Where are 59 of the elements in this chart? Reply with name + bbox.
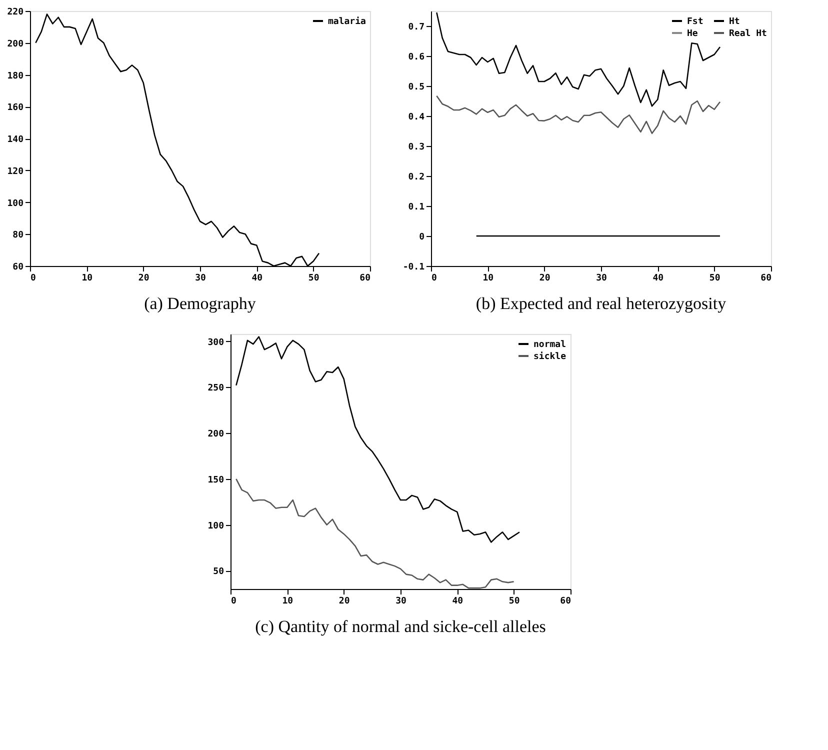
x-tick-label: 50 [709, 274, 720, 284]
y-tick-label: 0.7 [408, 22, 424, 32]
legend-label: normal [534, 340, 566, 350]
x-tick-label: 50 [308, 274, 320, 284]
y-tick-label: 250 [208, 384, 224, 394]
x-tick-label: 20 [338, 596, 350, 606]
y-tick-label: 100 [7, 198, 24, 209]
y-tick-label: 0.4 [408, 112, 426, 122]
y-tick-label: 50 [213, 567, 224, 578]
y-tick-label: 300 [208, 338, 224, 348]
x-tick-label: 30 [396, 596, 406, 606]
y-tick-label: 150 [208, 475, 224, 486]
legend-label: malaria [328, 16, 366, 27]
x-tick-label: 50 [508, 596, 520, 606]
x-tick-label: 60 [560, 596, 571, 606]
line-series [436, 95, 721, 134]
y-tick-label: 180 [7, 71, 24, 82]
y-tick-label: 160 [7, 103, 24, 114]
x-tick-label: 60 [760, 274, 772, 284]
x-tick-label: 20 [539, 274, 550, 284]
x-tick-label: 60 [360, 274, 370, 284]
legend-label: Real Ht [729, 29, 767, 39]
y-tick-label: 0 [419, 232, 424, 242]
legend-label: Fst [687, 17, 704, 27]
x-tick-label: 10 [82, 274, 93, 284]
x-tick-label: 0 [432, 274, 437, 284]
x-tick-label: 30 [596, 274, 607, 284]
x-tick-label: 10 [282, 596, 294, 606]
x-tick-label: 20 [138, 274, 150, 284]
legend-label: He [687, 29, 698, 39]
legend-label: Ht [729, 17, 740, 27]
y-tick-label: 0.6 [408, 52, 424, 62]
x-tick-label: 40 [252, 274, 263, 284]
y-tick-label: 100 [208, 521, 224, 532]
y-tick-label: 0.5 [408, 82, 424, 92]
x-tick-label: 40 [452, 596, 464, 606]
x-tick-label: 10 [482, 274, 494, 284]
text: (a) Demography [144, 294, 256, 313]
y-tick-label: 0.2 [408, 172, 424, 182]
y-tick-label: 0.1 [408, 202, 424, 212]
y-tick-label: 60 [12, 262, 24, 272]
legend-label: sickle [534, 351, 567, 362]
y-tick-label: 0.3 [408, 142, 424, 152]
y-tick-label: 140 [7, 135, 24, 145]
x-tick-label: 0 [231, 596, 236, 606]
x-tick-label: 30 [195, 274, 206, 284]
y-tick-label: -0.1 [402, 262, 424, 272]
line-series [436, 12, 721, 107]
y-tick-label: 120 [7, 166, 24, 177]
y-tick-label: 220 [7, 8, 24, 18]
text: (c) Qantity of normal and sicke-cell alleles [255, 617, 546, 636]
y-tick-label: 200 [7, 39, 24, 50]
x-tick-label: 40 [652, 274, 664, 284]
y-tick-label: 80 [12, 230, 24, 241]
text: (b) Expected and real heterozygosity [476, 294, 727, 313]
x-tick-label: 0 [30, 274, 36, 284]
line-series [236, 478, 514, 589]
line-series [236, 336, 520, 543]
y-tick-label: 200 [208, 430, 224, 440]
